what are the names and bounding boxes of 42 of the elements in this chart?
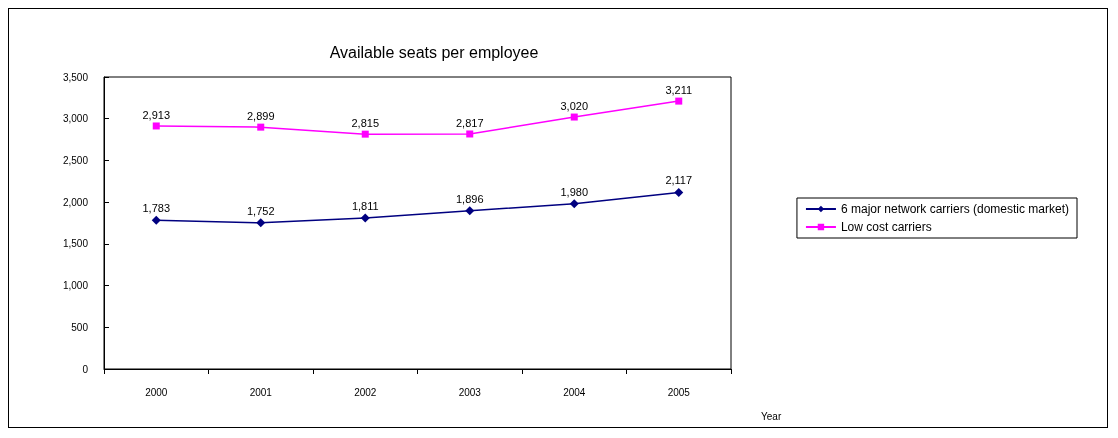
data-label: 2,913	[142, 108, 171, 121]
x-tick-label: 2004	[563, 386, 586, 398]
x-tick-label: 2003	[458, 386, 482, 398]
point	[257, 123, 265, 131]
data-label: 3,211	[665, 84, 693, 97]
chart-title: Available seats per employee	[329, 43, 539, 61]
data-label: 1,811	[351, 199, 379, 212]
y-tick-label: 2,000	[62, 196, 89, 208]
data-label: 2,817	[455, 116, 484, 129]
point	[360, 213, 370, 223]
x-tick-label: 2001	[249, 386, 273, 398]
data-label: 1,980	[560, 185, 589, 198]
y-tick-label: 500	[71, 321, 89, 333]
data-label: 2,815	[351, 117, 380, 130]
point	[674, 187, 684, 197]
data-label: 1,752	[246, 204, 275, 217]
data-label: 2,117	[665, 174, 693, 187]
x-tick-label: 2005	[667, 386, 691, 398]
point	[256, 218, 266, 228]
x-axis-title: Year	[761, 410, 782, 422]
legend-label: Low cost carriers	[840, 220, 932, 234]
point	[152, 122, 160, 130]
y-tick-label: 0	[82, 363, 89, 375]
data-label: 2,899	[246, 110, 275, 123]
y-tick-label: 1,500	[62, 238, 89, 250]
point	[570, 113, 578, 121]
data-label: 1,783	[142, 202, 171, 215]
y-tick-label: 1,000	[62, 280, 89, 292]
point	[361, 130, 369, 138]
data-label: 1,896	[455, 192, 484, 205]
point	[465, 206, 475, 216]
data-label: 3,020	[560, 100, 589, 113]
point	[569, 199, 579, 209]
x-tick-label: 2000	[145, 386, 168, 398]
y-tick-label: 3,500	[62, 71, 89, 83]
point	[151, 215, 161, 225]
point	[675, 97, 683, 105]
y-tick-label: 3,000	[62, 113, 89, 125]
point	[466, 130, 474, 138]
x-tick-label: 2002	[354, 386, 377, 398]
legend-label: 6 major network carriers (domestic market)	[840, 202, 1070, 216]
y-tick-label: 2,500	[62, 154, 89, 166]
